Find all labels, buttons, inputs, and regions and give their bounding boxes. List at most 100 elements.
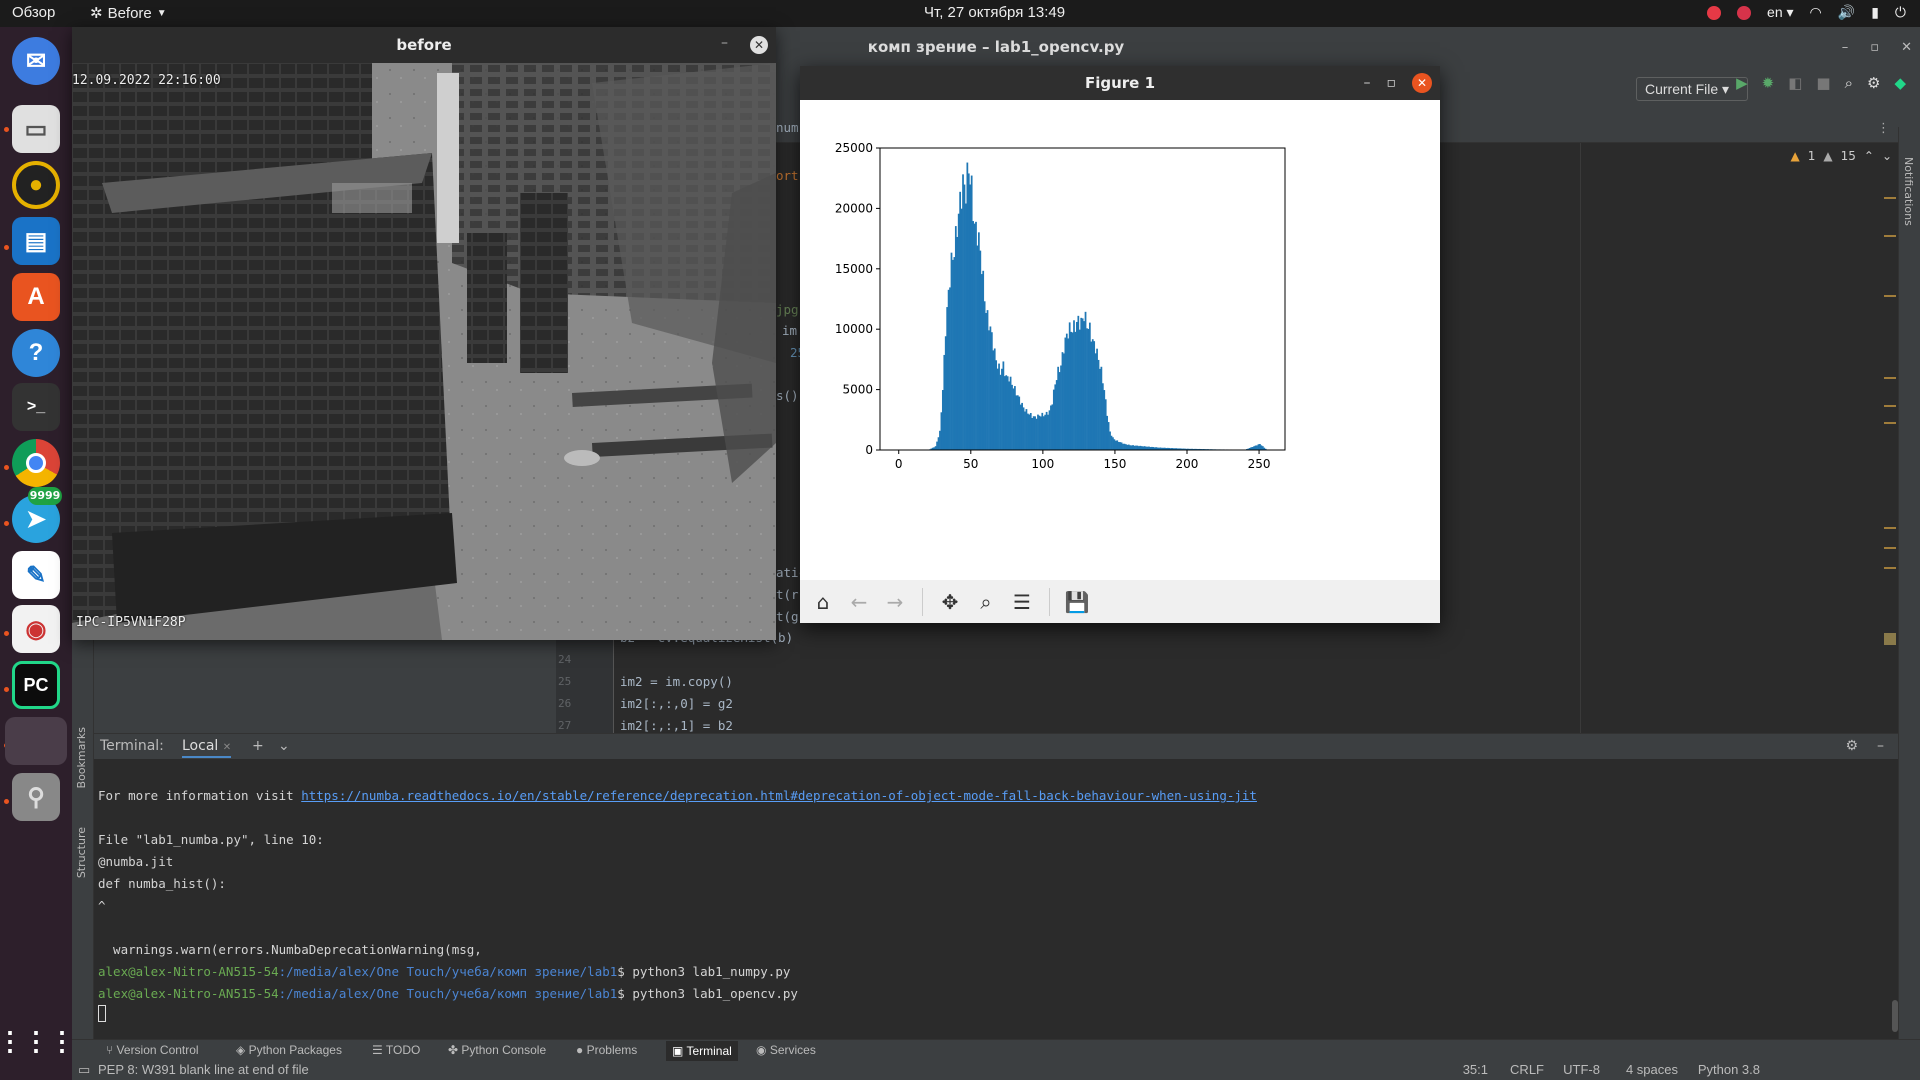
inspection-widget[interactable]: ▲ 1 ▲ 15 ⌃ ⌄: [1790, 149, 1892, 163]
keyboard-layout[interactable]: en ▾: [1767, 4, 1794, 20]
writer-icon[interactable]: ▤: [12, 217, 60, 265]
debug-icon[interactable]: ✹: [1761, 74, 1775, 92]
histogram-bar: [998, 363, 1000, 450]
app-menu[interactable]: ✲ Before ▼: [90, 4, 167, 23]
run-icon[interactable]: ▶: [1736, 74, 1748, 92]
histogram-bar: [1145, 446, 1147, 450]
keyboard-layout-label: en: [1767, 4, 1783, 20]
terminal-line: warnings.warn(errors.NumbaDeprecationWar…: [98, 942, 482, 957]
volume-icon: 🔊: [1837, 4, 1856, 20]
terminal-link[interactable]: https://numba.readthedocs.io/en/stable/r…: [301, 788, 1257, 803]
histogram-bar: [1198, 448, 1201, 450]
hide-icon[interactable]: –: [1877, 738, 1884, 754]
forward-icon[interactable]: →: [886, 589, 904, 614]
histogram-bar: [1024, 411, 1026, 450]
terminal-output[interactable]: [94, 759, 1898, 1039]
more-icon[interactable]: ⋮: [1877, 121, 1890, 136]
usb-drive-icon[interactable]: ⚲: [12, 773, 60, 821]
close-icon[interactable]: ✕: [750, 36, 768, 54]
tab-python-console[interactable]: ✤ Python Console: [448, 1043, 547, 1057]
add-tab-icon[interactable]: +: [252, 738, 264, 754]
histogram-bar: [947, 289, 950, 450]
histogram-bar: [1044, 414, 1047, 450]
active-window-icon[interactable]: [5, 717, 67, 765]
stop-icon[interactable]: ■: [1816, 74, 1831, 92]
run-config-select[interactable]: Current File ▾: [1636, 77, 1748, 101]
close-tab-icon[interactable]: ✕: [222, 742, 232, 753]
minimize-icon[interactable]: –: [1841, 39, 1849, 55]
histogram-bar: [1120, 442, 1123, 450]
rhythmbox-icon[interactable]: ●: [12, 161, 60, 209]
system-tray[interactable]: en ▾ ◠ 🔊 ▮ ⏻: [1707, 4, 1906, 21]
zoom-icon[interactable]: ⌕: [980, 589, 992, 614]
tab-services[interactable]: ◉ Services: [756, 1043, 816, 1057]
tab-version-control[interactable]: ⑂ Version Control: [106, 1043, 199, 1057]
thunderbird-icon[interactable]: ✉: [12, 37, 60, 85]
structure-tab[interactable]: Structure: [75, 827, 88, 879]
figure-canvas[interactable]: 0 50 100 150 200 250 0 5000 10000 15000 20000 25000: [800, 100, 1440, 580]
search-icon[interactable]: ⌕: [1844, 74, 1853, 92]
terminal-tab-local[interactable]: Local ✕: [182, 738, 232, 758]
show-apps-icon[interactable]: ⋮⋮⋮: [0, 1025, 75, 1056]
document-viewer-icon[interactable]: ◉: [12, 605, 60, 653]
minimize-icon[interactable]: –: [721, 35, 728, 51]
activities-button[interactable]: Обзор: [12, 4, 56, 21]
status-message[interactable]: PEP 8: W391 blank line at end of file: [98, 1062, 309, 1077]
tray-app-icon[interactable]: [1707, 5, 1722, 20]
close-icon[interactable]: ✕: [1412, 73, 1432, 93]
chevron-down-icon[interactable]: ⌄: [1881, 149, 1892, 163]
jetbrains-icon[interactable]: ◆: [1894, 74, 1906, 92]
chevron-down-icon[interactable]: ⌄: [278, 738, 290, 754]
warning-count: 1: [1807, 149, 1816, 163]
tab-terminal[interactable]: ▣ Terminal: [666, 1041, 738, 1061]
code-line: im2[:,:,0] = g2: [620, 696, 733, 711]
histogram-bar: [950, 252, 953, 450]
minimize-icon[interactable]: –: [1363, 75, 1371, 91]
text-editor-icon[interactable]: ✎: [12, 551, 60, 599]
histogram-bar: [1068, 322, 1071, 450]
maximize-icon[interactable]: ▫: [1386, 75, 1397, 91]
line-separator[interactable]: CRLF: [1510, 1062, 1544, 1077]
histogram-bar: [1175, 448, 1178, 450]
interpreter[interactable]: Python 3.8: [1697, 1062, 1760, 1077]
histogram-bar: [1014, 386, 1016, 450]
close-icon[interactable]: ✕: [1901, 39, 1912, 55]
chevron-up-icon[interactable]: ⌃: [1863, 149, 1874, 163]
histogram-bar: [1137, 446, 1140, 450]
file-encoding[interactable]: UTF-8: [1563, 1062, 1600, 1077]
settings-icon[interactable]: ⚙: [1845, 738, 1858, 754]
prompt-user: alex@alex-Nitro-AN515-54: [98, 964, 279, 979]
files-icon[interactable]: ▭: [12, 105, 60, 153]
tab-python-packages[interactable]: ◈ Python Packages: [236, 1043, 342, 1057]
indent-setting[interactable]: 4 spaces: [1625, 1062, 1678, 1077]
chrome-icon[interactable]: [12, 439, 60, 487]
histogram-bar: [1263, 447, 1266, 450]
wifi-icon: ◠: [1809, 4, 1822, 20]
histogram-bar: [979, 250, 982, 450]
terminal-scrollbar[interactable]: [1892, 1000, 1898, 1032]
back-icon[interactable]: ←: [850, 589, 868, 614]
terminal-app-icon[interactable]: >_: [12, 383, 60, 431]
clock[interactable]: Чт, 27 октября 13:49: [924, 4, 1066, 21]
bookmarks-tab[interactable]: Bookmarks: [75, 727, 88, 789]
pan-icon[interactable]: ✥: [941, 589, 959, 614]
histogram-bar: [1191, 448, 1194, 450]
tab-problems[interactable]: ● Problems: [576, 1043, 638, 1057]
caret-position[interactable]: 35:1: [1462, 1062, 1488, 1077]
pycharm-icon[interactable]: PC: [12, 661, 60, 709]
configure-subplots-icon[interactable]: ☰: [1013, 589, 1031, 614]
notifications-tab[interactable]: Notifications: [1902, 157, 1915, 226]
help-icon[interactable]: ?: [12, 329, 60, 377]
histogram-bar: [1057, 366, 1060, 450]
coverage-icon[interactable]: ◧: [1788, 74, 1803, 92]
maximize-icon[interactable]: ▫: [1870, 39, 1880, 55]
software-icon[interactable]: A: [12, 273, 60, 321]
histogram-bar: [1142, 446, 1145, 450]
settings-icon[interactable]: ⚙: [1867, 74, 1881, 92]
home-icon[interactable]: ⌂: [816, 589, 830, 614]
status-toggle-icon[interactable]: ▭: [78, 1062, 91, 1077]
tab-todo[interactable]: ☰ TODO: [372, 1043, 421, 1057]
save-icon[interactable]: 💾: [1064, 589, 1090, 614]
tray-chrome-icon[interactable]: [1737, 5, 1752, 20]
histogram-bar: [931, 447, 934, 450]
